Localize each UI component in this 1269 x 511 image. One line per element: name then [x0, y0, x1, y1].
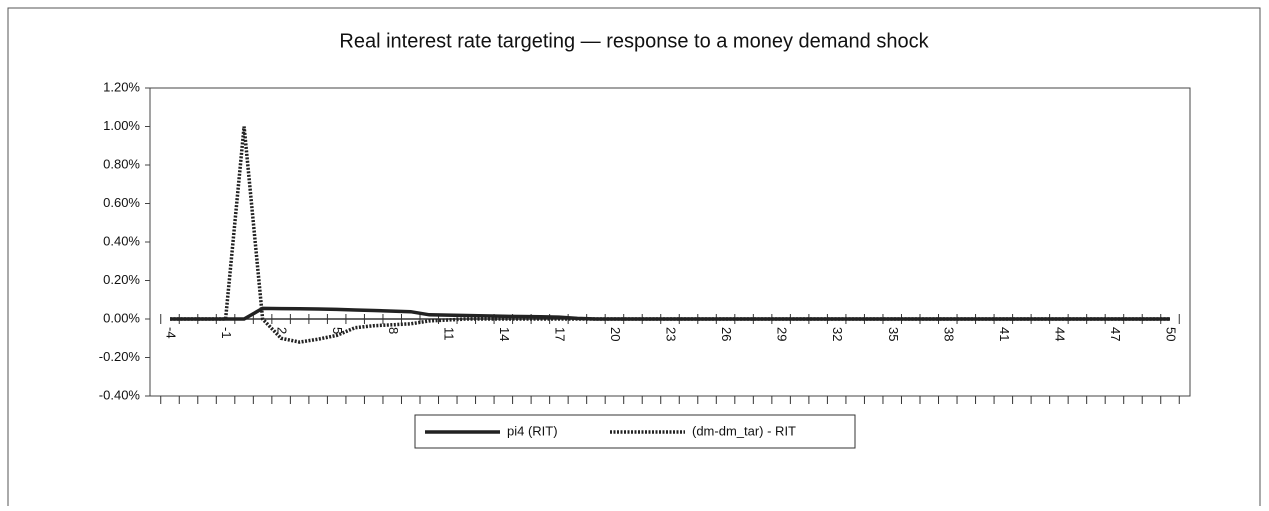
- x-tick-label: 8: [386, 327, 401, 334]
- y-tick-label: 0.80%: [103, 156, 140, 171]
- x-tick-label: 50: [1164, 327, 1179, 341]
- x-tick-label: 23: [664, 327, 679, 341]
- x-tick-label: 17: [552, 327, 567, 341]
- y-tick-label: 0.20%: [103, 272, 140, 287]
- x-tick-label: 11: [441, 327, 456, 341]
- x-tick-label: 38: [941, 327, 956, 341]
- legend-label: pi4 (RIT): [507, 423, 558, 438]
- x-tick-label: 14: [497, 327, 512, 341]
- y-tick-label: 1.00%: [103, 118, 140, 133]
- x-tick-label: 35: [886, 327, 901, 341]
- y-tick-label: 0.60%: [103, 195, 140, 210]
- y-tick-label: 0.00%: [103, 310, 140, 325]
- x-tick-label: 44: [1052, 327, 1067, 341]
- x-tick-label: 41: [997, 327, 1012, 341]
- x-tick-label: -4: [164, 327, 179, 339]
- chart-title: Real interest rate targeting — response …: [339, 30, 929, 52]
- x-tick-label: 26: [719, 327, 734, 341]
- x-tick-label: -1: [219, 327, 234, 339]
- plot-area: [149, 87, 1191, 397]
- x-tick-label: 2: [275, 327, 290, 334]
- x-tick-label: 29: [775, 327, 790, 341]
- y-tick-label: -0.40%: [99, 387, 141, 402]
- chart-frame: [7, 7, 1261, 506]
- x-tick-label: 20: [608, 327, 623, 341]
- x-tick-label: 5: [330, 327, 345, 334]
- y-tick-label: -0.20%: [99, 349, 141, 364]
- y-tick-label: 0.40%: [103, 233, 140, 248]
- x-tick-label: 32: [830, 327, 845, 341]
- series-line: [170, 306, 1170, 321]
- legend-label: (dm-dm_tar) - RIT: [692, 423, 796, 438]
- x-tick-label: 47: [1108, 327, 1123, 341]
- series-line: [170, 126, 1170, 344]
- y-tick-label: 1.20%: [103, 79, 140, 94]
